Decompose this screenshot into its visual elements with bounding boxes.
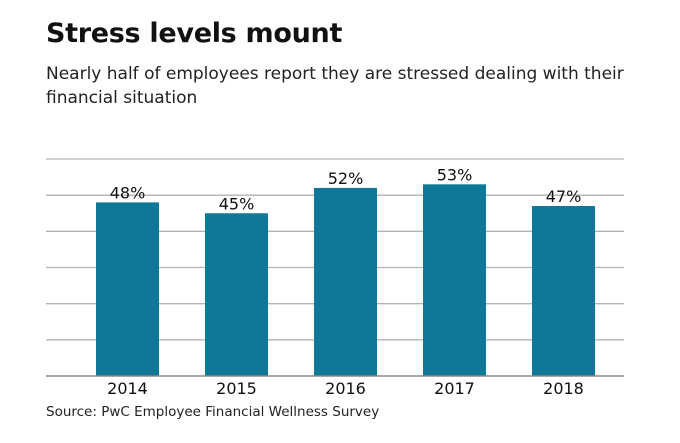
x-tick-label-2018: 2018: [543, 379, 584, 398]
x-tick-label-2016: 2016: [325, 379, 366, 398]
data-label-2018: 47%: [546, 187, 582, 206]
source-note: Source: PwC Employee Financial Wellness …: [46, 404, 380, 420]
x-tick-label-2017: 2017: [434, 379, 475, 398]
x-tick-label-2015: 2015: [216, 379, 257, 398]
bar-2018: [532, 206, 595, 376]
bar-2014: [96, 202, 159, 376]
bar-2015: [205, 213, 268, 376]
data-label-2014: 48%: [110, 183, 146, 202]
bar-2016: [314, 187, 377, 376]
data-label-2015: 45%: [219, 194, 255, 213]
data-label-2016: 52%: [328, 169, 364, 188]
chart-title: Stress levels mount: [46, 18, 343, 49]
bar-2017: [423, 184, 486, 376]
chart-subtitle: Nearly half of employees report they are…: [46, 64, 624, 108]
x-tick-label-2014: 2014: [107, 379, 148, 398]
data-label-2017: 53%: [437, 165, 473, 184]
